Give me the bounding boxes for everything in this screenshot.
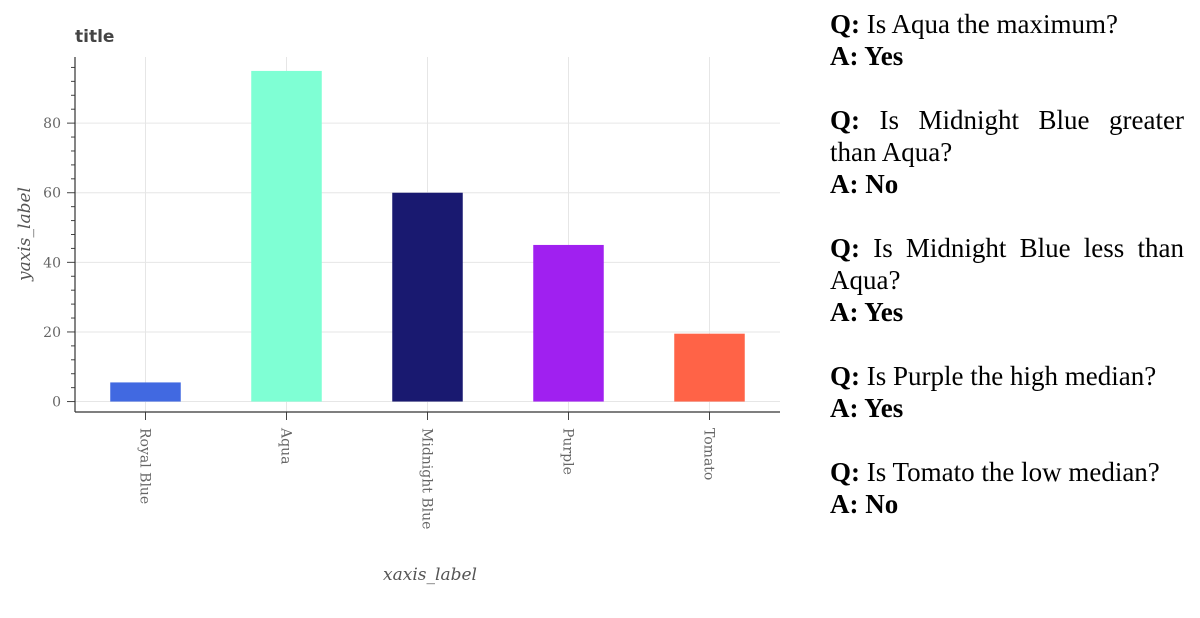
x-axis: Royal Blue Aqua Midnight Blue Purple Tomato [75,411,780,529]
y-tick-label: 80 [43,116,61,132]
y-axis-label: yaxis_label [15,187,35,282]
y-tick-label: 60 [43,186,61,202]
qa-item: Q: Is Tomato the low median? A: No [830,456,1184,520]
question-prefix: Q: [830,361,860,391]
question-text: Is Midnight Blue less than Aqua? [830,233,1184,295]
qa-item: Q: Is Midnight Blue greater than Aqua? A… [830,104,1184,200]
chart-title: title [75,27,114,47]
bar-tomato [674,333,745,402]
y-axis: 0 20 40 60 80 [43,57,76,412]
bar-midnight-blue [392,192,463,402]
bar-chart: title 0 20 40 60 80 Royal Blue Aqua Midnight B… [15,27,780,585]
question-prefix: Q: [830,105,860,135]
question-prefix: Q: [830,233,860,263]
x-tick-label: Midnight Blue [419,428,435,529]
answer: A: Yes [830,297,904,327]
question-text: Is Tomato the low median? [860,457,1160,487]
question-prefix: Q: [830,9,860,39]
answer: A: No [830,169,899,199]
qa-item: Q: Is Aqua the maximum? A: Yes [830,8,1184,72]
question: Q: Is Tomato the low median? [830,456,1184,488]
answer: A: Yes [830,41,904,71]
x-axis-label: xaxis_label [383,565,477,585]
y-tick-label: 40 [43,255,61,271]
x-tick-label: Aqua [278,427,294,464]
qa-item: Q: Is Purple the high median? A: Yes [830,360,1184,424]
answer: A: Yes [830,393,904,423]
question: Q: Is Aqua the maximum? [830,8,1184,40]
x-tick-label: Royal Blue [137,428,153,504]
question-prefix: Q: [830,457,860,487]
qa-item: Q: Is Midnight Blue less than Aqua? A: Y… [830,232,1184,328]
x-tick-label: Tomato [701,428,717,480]
question-text: Is Midnight Blue greater than Aqua? [830,105,1184,167]
question-text: Is Purple the high median? [860,361,1157,391]
bar-aqua [251,70,322,402]
qa-panel: Q: Is Aqua the maximum? A: Yes Q: Is Mid… [830,8,1184,552]
question: Q: Is Midnight Blue less than Aqua? [830,232,1184,296]
question-text: Is Aqua the maximum? [860,9,1118,39]
question: Q: Is Midnight Blue greater than Aqua? [830,104,1184,168]
answer: A: No [830,489,899,519]
y-tick-label: 0 [52,395,61,411]
bar-royal-blue [110,382,181,402]
bars [110,70,745,402]
y-tick-label: 20 [43,325,61,341]
x-tick-label: Purple [560,428,576,475]
bar-purple [533,244,604,402]
question: Q: Is Purple the high median? [830,360,1184,392]
